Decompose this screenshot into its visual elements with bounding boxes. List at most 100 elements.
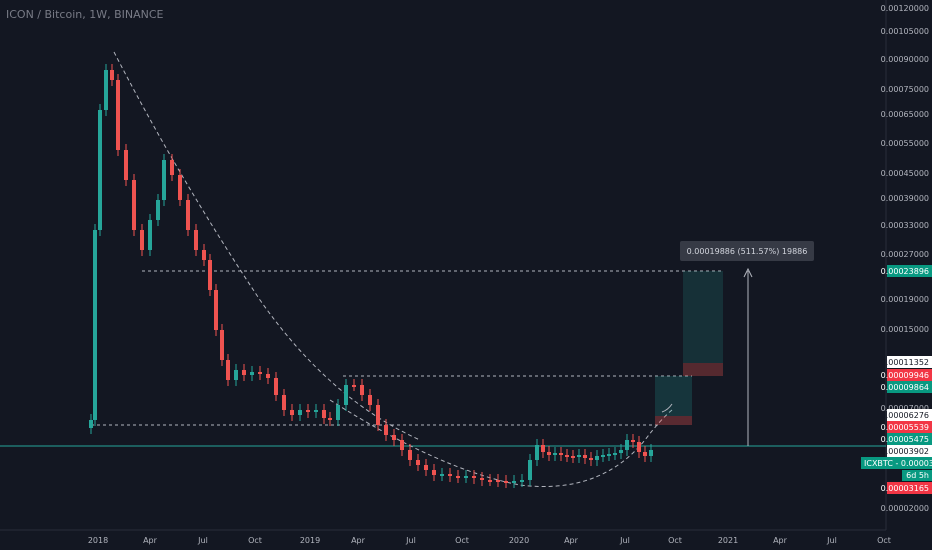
candle-body [214, 290, 218, 330]
price-label-bg [887, 421, 932, 433]
candle-body [488, 480, 492, 482]
price-label: 0.00005539 [881, 423, 929, 432]
x-tick-label: 2019 [300, 536, 320, 545]
candle-body [208, 260, 212, 290]
candle-body [242, 370, 246, 375]
candle-body [234, 370, 238, 380]
candle-body [535, 445, 539, 460]
candle-body [631, 440, 635, 442]
candle-body [472, 476, 476, 478]
candle-body [148, 220, 152, 250]
y-tick-label: 0.00019000 [881, 295, 929, 304]
price-label-bg [887, 445, 932, 457]
candle-body [541, 445, 545, 452]
price-label-bg [887, 433, 932, 445]
candle-body [194, 230, 198, 250]
breakout-arrow [661, 403, 673, 413]
candle-body [496, 480, 500, 482]
candle-body [336, 405, 340, 420]
candle-body [547, 452, 551, 455]
candle-body [290, 410, 294, 415]
x-tick-label: Oct [248, 536, 262, 545]
y-tick-label: 0.00033000 [881, 221, 929, 230]
x-tick-label: 2021 [718, 536, 738, 545]
candle-body [424, 465, 428, 470]
candle-body [344, 385, 348, 405]
candle-body [432, 470, 436, 475]
price-label-bg [887, 482, 932, 494]
candle-body [376, 405, 380, 425]
candle-body [132, 180, 136, 230]
symbol-label: ICXBTC - 0.00003897 [864, 459, 932, 468]
candle-body [89, 420, 93, 428]
candle-body [162, 160, 166, 200]
candle-body [464, 476, 468, 478]
candle-body [559, 453, 563, 455]
price-label-bg [887, 369, 932, 381]
x-tick-label: Oct [877, 536, 891, 545]
candle-body [384, 425, 388, 435]
candle-body [649, 450, 653, 456]
candle-body [298, 410, 302, 415]
candle-body [601, 455, 605, 457]
price-label: 0.00009946 [881, 371, 929, 380]
target-zone-box [683, 271, 723, 363]
price-label: 0.00011352 [881, 358, 929, 367]
candle-body [202, 250, 206, 260]
price-label: 0.00006276 [881, 411, 929, 420]
x-tick-label: Jul [619, 536, 630, 545]
candle-body [368, 395, 372, 405]
candle-body [416, 460, 420, 465]
candle-body [104, 70, 108, 110]
y-tick-label: 0.00120000 [881, 4, 929, 13]
candle-body [360, 385, 364, 395]
candle-body [392, 435, 396, 440]
price-label: 0.00009864 [881, 383, 929, 392]
candle-body [352, 385, 356, 387]
candle-body [140, 230, 144, 250]
countdown-label: 6d 5h [906, 471, 929, 480]
x-tick-label: 2018 [88, 536, 108, 545]
candle-body [440, 474, 444, 476]
price-label-bg [887, 265, 932, 277]
candle-body [637, 442, 641, 452]
candle-body [577, 455, 581, 457]
candle-body [553, 453, 557, 455]
measure-arrow-head [743, 267, 753, 278]
candle-body [93, 230, 97, 420]
price-label: 0.00005475 [881, 435, 929, 444]
candle-body [400, 440, 404, 450]
candle-body [625, 440, 629, 450]
candle-body [322, 410, 326, 418]
y-tick-label: 0.00055000 [881, 139, 929, 148]
x-tick-label: Oct [455, 536, 469, 545]
y-tick-label: 0.00105000 [881, 27, 929, 36]
candle-body [116, 80, 120, 150]
price-label-bg [887, 409, 932, 421]
candle-body [250, 372, 254, 375]
x-tick-label: Apr [564, 536, 579, 545]
x-tick-label: Apr [143, 536, 158, 545]
candle-body [220, 330, 224, 360]
candle-body [170, 160, 174, 175]
symbol-label-bg [861, 457, 932, 469]
x-tick-label: Apr [773, 536, 788, 545]
candle-body [110, 70, 114, 80]
y-tick-label: 0.00090000 [881, 55, 929, 64]
y-tick-label: 0.00045000 [881, 169, 929, 178]
y-tick-label: 0.00075000 [881, 85, 929, 94]
candle-body [643, 452, 647, 456]
candle-body [314, 410, 318, 412]
candle-body [589, 458, 593, 460]
y-tick-label: 0.00027000 [881, 250, 929, 259]
candle-body [448, 474, 452, 476]
descending-trend-line [113, 51, 421, 441]
measure-label-text: 0.00019886 (511.57%) 19886 [687, 247, 808, 256]
candle-body [456, 476, 460, 478]
candle-body [266, 374, 270, 378]
entry-target-box [655, 376, 692, 416]
candle-body [571, 456, 575, 458]
x-tick-label: Oct [668, 536, 682, 545]
y-tick-label: 0.00007000 [881, 404, 929, 413]
